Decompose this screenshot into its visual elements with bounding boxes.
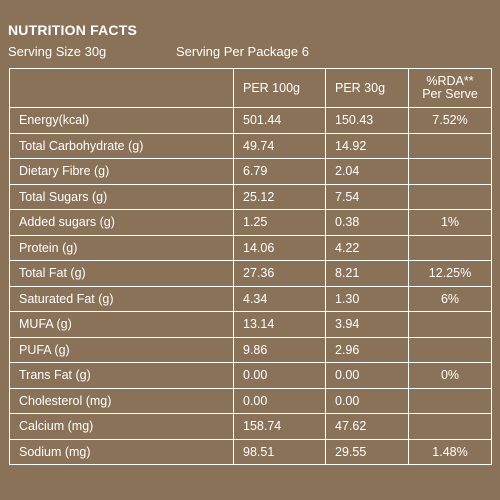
table-row: Calcium (mg) 158.74 47.62 (9, 413, 492, 440)
nutrient-name-cell: MUFA (g) (9, 311, 234, 338)
nutrient-name-cell: Total Fat (g) (9, 260, 234, 287)
nutrient-name-cell: Calcium (mg) (9, 413, 234, 440)
rda-per-serve-cell (408, 387, 492, 414)
nutrient-name-cell: Saturated Fat (g) (9, 285, 234, 312)
nutrient-name-cell: Added sugars (g) (9, 209, 234, 236)
per-30g-cell: 3.94 (325, 311, 409, 338)
nutrient-name-cell: Trans Fat (g) (9, 362, 234, 389)
rda-per-serve-cell: 1% (408, 209, 492, 236)
table-row: Cholesterol (mg) 0.00 0.00 (9, 387, 492, 414)
table-row: Protein (g) 14.06 4.22 (9, 234, 492, 261)
table-header-row: PER 100g PER 30g %RDA** Per Serve (9, 68, 492, 108)
per-100g-cell: 0.00 (233, 362, 326, 389)
per-100g-cell: 6.79 (233, 158, 326, 185)
rda-per-serve-cell (408, 311, 492, 338)
rda-per-serve-cell (408, 132, 492, 159)
header-per-serve-label: Per Serve (422, 87, 478, 101)
table-row: Trans Fat (g) 0.00 0.00 0% (9, 362, 492, 389)
per-100g-cell: 13.14 (233, 311, 326, 338)
per-30g-cell: 14.92 (325, 132, 409, 159)
per-30g-cell: 29.55 (325, 438, 409, 465)
rda-per-serve-cell (408, 234, 492, 261)
nutrient-name-cell: Total Carbohydrate (g) (9, 132, 234, 159)
per-100g-cell: 27.36 (233, 260, 326, 287)
rda-per-serve-cell: 6% (408, 285, 492, 312)
table-row: MUFA (g) 13.14 3.94 (9, 311, 492, 338)
nutrient-name-cell: Protein (g) (9, 234, 234, 261)
table-body: Energy(kcal) 501.44 150.43 7.52% Total Carbo… (9, 107, 492, 465)
per-100g-cell: 9.86 (233, 336, 326, 363)
table-row: Energy(kcal) 501.44 150.43 7.52% (9, 107, 492, 134)
nutrient-name-cell: Total Sugars (g) (9, 183, 234, 210)
per-100g-cell: 4.34 (233, 285, 326, 312)
rda-per-serve-cell: 7.52% (408, 107, 492, 134)
nutrient-name-cell: Cholesterol (mg) (9, 387, 234, 414)
per-30g-cell: 0.38 (325, 209, 409, 236)
per-30g-cell: 2.04 (325, 158, 409, 185)
table-row: Total Sugars (g) 25.12 7.54 (9, 183, 492, 210)
serving-size-text: Serving Size 30g (8, 44, 107, 59)
rda-per-serve-cell (408, 413, 492, 440)
rda-per-serve-cell: 12.25% (408, 260, 492, 287)
per-30g-cell: 150.43 (325, 107, 409, 134)
header-per-100g: PER 100g (233, 68, 326, 108)
header-rda-label: %RDA** (426, 74, 474, 88)
per-100g-cell: 501.44 (233, 107, 326, 134)
per-30g-cell: 0.00 (325, 387, 409, 414)
nutrient-name-cell: PUFA (g) (9, 336, 234, 363)
per-30g-cell: 0.00 (325, 362, 409, 389)
per-30g-cell: 7.54 (325, 183, 409, 210)
per-100g-cell: 25.12 (233, 183, 326, 210)
header-per-30g: PER 30g (325, 68, 409, 108)
nutrition-table: PER 100g PER 30g %RDA** Per Serve Energy… (9, 68, 492, 465)
table-row: Total Fat (g) 27.36 8.21 12.25% (9, 260, 492, 287)
panel-title: NUTRITION FACTS (8, 22, 137, 38)
table-row: Total Carbohydrate (g) 49.74 14.92 (9, 132, 492, 159)
rda-per-serve-cell (408, 336, 492, 363)
nutrient-name-cell: Energy(kcal) (9, 107, 234, 134)
per-100g-cell: 49.74 (233, 132, 326, 159)
table-row: Sodium (mg) 98.51 29.55 1.48% (9, 438, 492, 465)
per-30g-cell: 1.30 (325, 285, 409, 312)
per-30g-cell: 4.22 (325, 234, 409, 261)
per-30g-cell: 8.21 (325, 260, 409, 287)
nutrient-name-cell: Sodium (mg) (9, 438, 234, 465)
rda-per-serve-cell (408, 158, 492, 185)
table-row: PUFA (g) 9.86 2.96 (9, 336, 492, 363)
per-100g-cell: 158.74 (233, 413, 326, 440)
table-row: Saturated Fat (g) 4.34 1.30 6% (9, 285, 492, 312)
rda-per-serve-cell: 0% (408, 362, 492, 389)
table-row: Added sugars (g) 1.25 0.38 1% (9, 209, 492, 236)
rda-per-serve-cell (408, 183, 492, 210)
per-100g-cell: 1.25 (233, 209, 326, 236)
servings-per-package-text: Serving Per Package 6 (176, 44, 309, 59)
per-30g-cell: 47.62 (325, 413, 409, 440)
per-100g-cell: 14.06 (233, 234, 326, 261)
rda-per-serve-cell: 1.48% (408, 438, 492, 465)
per-100g-cell: 0.00 (233, 387, 326, 414)
per-30g-cell: 2.96 (325, 336, 409, 363)
header-nutrient-cell (9, 68, 234, 108)
per-100g-cell: 98.51 (233, 438, 326, 465)
table-row: Dietary Fibre (g) 6.79 2.04 (9, 158, 492, 185)
header-rda-per-serve: %RDA** Per Serve (408, 68, 492, 108)
nutrient-name-cell: Dietary Fibre (g) (9, 158, 234, 185)
